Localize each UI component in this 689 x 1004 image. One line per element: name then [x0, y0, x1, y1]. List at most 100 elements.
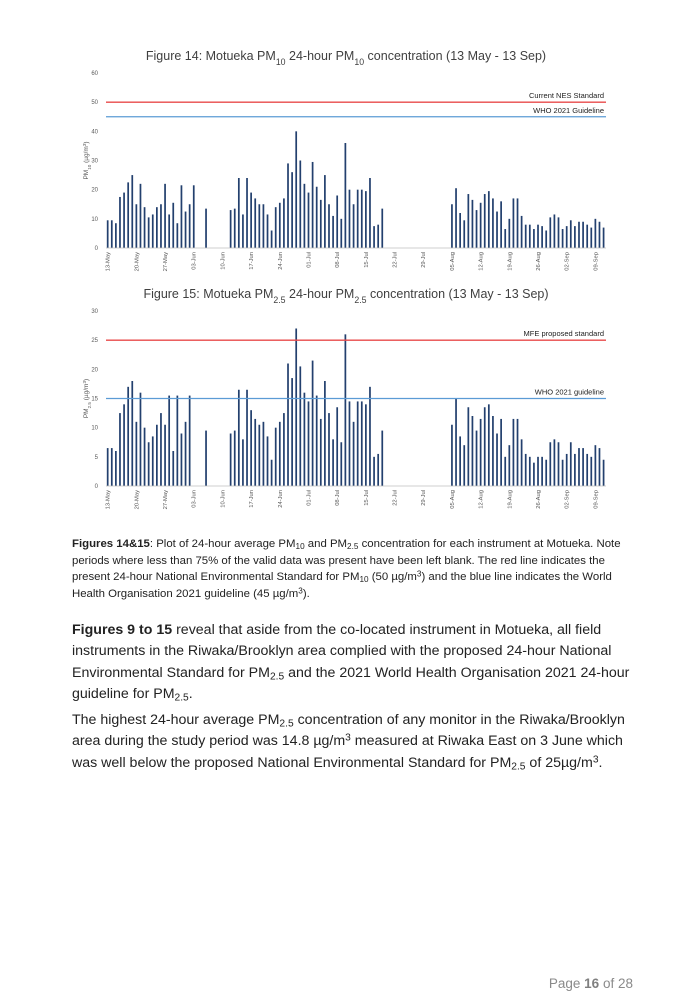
chart-bar [574, 226, 576, 249]
chart-bar [541, 456, 543, 486]
page-number: 16 [584, 976, 600, 991]
chart-bar [479, 418, 482, 486]
chart-bar [508, 445, 511, 486]
chart-bar [524, 453, 527, 486]
chart-bar [328, 204, 330, 248]
chart-bar [110, 220, 113, 248]
caption-text: ). [302, 587, 310, 600]
chart-bar [123, 192, 125, 248]
chart-bar [180, 185, 183, 248]
chart-bar [319, 199, 322, 249]
chart-bar [246, 178, 248, 248]
chart-bar [590, 227, 593, 248]
text-part: 10 [87, 164, 92, 170]
chart-bar [528, 224, 531, 248]
chart-bar [475, 210, 478, 248]
x-tick-label: 03-Jun [192, 490, 198, 508]
chart-bar [131, 381, 134, 486]
chart-bar [184, 211, 187, 248]
chart-bar [594, 445, 597, 486]
text-part: 24-hour PM [286, 287, 355, 301]
x-tick-label: 12-Aug [479, 490, 485, 509]
text-part: concentration (13 May - 13 Sep) [367, 287, 549, 301]
chart-bar [168, 395, 171, 486]
chart-bar [250, 410, 252, 486]
para-lead: Figures 9 to 15 [72, 622, 173, 638]
y-tick-label: 20 [91, 188, 98, 194]
chart-bar [188, 395, 191, 486]
chart-bar [586, 453, 589, 486]
pm25-chart-svg: Figure 15: Motueka PM2.5 24-hour PM2.5 c… [82, 287, 606, 509]
chart-bar [533, 462, 535, 486]
chart-bar [119, 413, 121, 486]
chart-bar [303, 183, 306, 248]
chart-bar [524, 224, 527, 248]
chart-bar [496, 433, 498, 486]
chart-bar [496, 211, 498, 248]
x-tick-label: 09-Sep [593, 252, 599, 271]
chart-bar [565, 226, 568, 249]
chart-bar [258, 424, 261, 486]
chart-bar [602, 459, 605, 486]
chart-bar [135, 421, 138, 486]
chart-bar [508, 218, 511, 248]
chart-bar [291, 378, 293, 486]
chart-bar [356, 401, 359, 486]
chart-title: Figure 15: Motueka PM2.5 24-hour PM2.5 c… [143, 287, 548, 305]
chart-bar [471, 416, 474, 486]
body-paragraph-2: The highest 24-hour average PM2.5 concen… [72, 710, 652, 774]
figure-15-chart: Figure 15: Motueka PM2.5 24-hour PM2.5 c… [72, 284, 620, 518]
page-footer: Page 16 of 28 [549, 976, 633, 991]
x-tick-label: 29-Jul [421, 252, 427, 268]
chart-bar [233, 208, 236, 249]
chart-bar [561, 229, 564, 248]
chart-bar [381, 208, 384, 249]
chart-bar [377, 224, 380, 248]
text-part: PM [83, 170, 90, 180]
chart-bar [356, 189, 359, 248]
chart-bar [340, 442, 343, 486]
chart-bar [262, 421, 265, 486]
chart-bar [258, 204, 261, 248]
chart-bar [307, 401, 310, 486]
chart-bar [237, 178, 240, 248]
x-tick-label: 01-Jul [306, 252, 312, 268]
page-word: Page [548, 976, 585, 991]
chart-bar [242, 214, 244, 248]
chart-bar [541, 226, 543, 249]
reference-line-label: WHO 2021 Guideline [533, 106, 604, 115]
page-total: 28 [617, 976, 633, 991]
caption-sup: 3 [298, 585, 303, 595]
chart-bar [254, 418, 257, 486]
chart-bar [545, 459, 548, 486]
chart-bar [131, 175, 134, 248]
chart-bar [237, 389, 240, 486]
chart-bar [160, 413, 162, 486]
text-part: 10 [276, 57, 286, 67]
chart-bar [242, 439, 244, 486]
text-part: 3 [82, 381, 87, 384]
chart-bar [569, 442, 572, 486]
chart-bar [590, 456, 593, 486]
chart-bar [176, 395, 179, 486]
chart-bar [348, 189, 351, 248]
text-part: (µg/m [83, 146, 90, 165]
chart-bar [143, 427, 146, 486]
chart-bar [303, 392, 306, 486]
x-tick-label: 20-May [134, 252, 140, 271]
chart-bar [274, 427, 277, 486]
chart-bar [348, 401, 351, 486]
chart-bar [184, 421, 187, 486]
x-tick-label: 29-Jul [421, 490, 427, 506]
chart-bar [311, 360, 314, 486]
chart-bar [500, 201, 502, 248]
chart-bar [574, 453, 576, 486]
chart-bar [582, 221, 584, 248]
chart-bar [594, 218, 597, 248]
chart-bar [492, 198, 494, 248]
para-sup: 3 [592, 754, 599, 766]
y-tick-label: 0 [95, 484, 99, 490]
chart-bar [336, 195, 339, 248]
chart-bar [360, 189, 363, 248]
chart-bar [586, 224, 589, 248]
